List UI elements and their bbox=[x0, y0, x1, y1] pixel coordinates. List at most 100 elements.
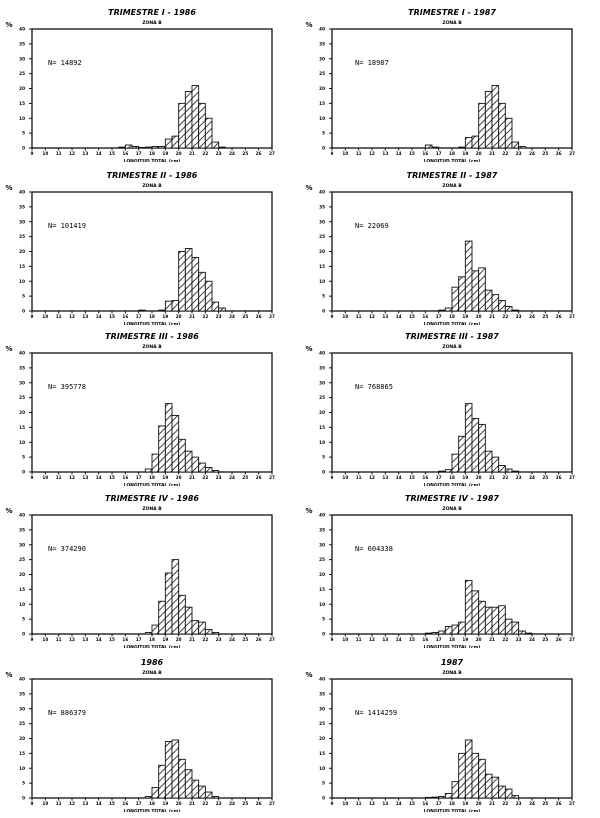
histogram-bar bbox=[198, 462, 206, 473]
y-tick-label: 40 bbox=[319, 351, 325, 356]
x-tick-label: 14 bbox=[96, 475, 102, 480]
y-tick-label: 20 bbox=[19, 410, 25, 415]
histogram-bar bbox=[144, 146, 153, 149]
x-tick-label: 19 bbox=[462, 801, 468, 806]
x-tick-label: 18 bbox=[449, 475, 455, 480]
x-tick-label: 16 bbox=[122, 475, 128, 480]
histogram-bar bbox=[178, 102, 186, 149]
histogram-bar bbox=[518, 146, 526, 149]
y-tick-label: 25 bbox=[19, 557, 25, 562]
plot-frame bbox=[331, 28, 573, 149]
histogram-bar bbox=[511, 795, 520, 799]
histogram-bar bbox=[204, 467, 213, 473]
x-tick-label: 17 bbox=[136, 151, 142, 156]
histogram-bar bbox=[444, 307, 453, 312]
x-tick-label: 9 bbox=[31, 475, 34, 480]
x-tick-label: 19 bbox=[462, 151, 468, 156]
x-tick-label: 27 bbox=[569, 314, 575, 319]
y-tick-label: 15 bbox=[19, 264, 25, 269]
y-tick-label: 20 bbox=[19, 249, 25, 254]
x-tick-label: 19 bbox=[462, 637, 468, 642]
x-tick-label: 20 bbox=[176, 801, 182, 806]
x-tick-label: 24 bbox=[229, 314, 235, 319]
x-tick-label: 20 bbox=[176, 475, 182, 480]
histogram-chart: TRIMESTRE II - 1987 ZONA B% 0 5 10 15 20 25 30 35… bbox=[305, 171, 575, 325]
chart-title: TRIMESTRE IV - 1987 bbox=[405, 494, 499, 503]
chart-subtitle: ZONA B bbox=[442, 20, 462, 26]
x-tick-label: 19 bbox=[162, 637, 168, 642]
histogram-bar bbox=[151, 453, 160, 473]
x-tick-label: 25 bbox=[542, 475, 548, 480]
chart-subtitle: ZONA B bbox=[142, 506, 162, 512]
y-tick-label: 30 bbox=[19, 219, 25, 224]
x-tick-label: 19 bbox=[162, 314, 168, 319]
x-tick-label: 22 bbox=[202, 637, 208, 642]
histogram-bar bbox=[118, 146, 126, 149]
x-tick-label: 23 bbox=[516, 475, 522, 480]
y-tick-label: 30 bbox=[319, 542, 325, 547]
x-tick-label: 16 bbox=[122, 314, 128, 319]
y-tick-label: 5 bbox=[322, 294, 325, 299]
x-tick-label: 15 bbox=[109, 151, 115, 156]
sample-size-label: N= 374290 bbox=[48, 545, 86, 553]
x-tick-label: 14 bbox=[396, 314, 402, 319]
chart-subtitle: ZONA B bbox=[142, 344, 162, 350]
x-tick-label: 25 bbox=[542, 637, 548, 642]
x-tick-label: 26 bbox=[556, 475, 562, 480]
histogram-bar bbox=[218, 146, 226, 149]
histogram-bar bbox=[138, 309, 146, 312]
y-tick-label: 25 bbox=[319, 557, 325, 562]
x-tick-label: 21 bbox=[489, 801, 495, 806]
x-tick-label: 21 bbox=[189, 637, 195, 642]
x-tick-label: 9 bbox=[331, 475, 334, 480]
x-tick-label: 16 bbox=[122, 151, 128, 156]
x-tick-label: 22 bbox=[502, 801, 508, 806]
x-tick-label: 25 bbox=[242, 314, 248, 319]
y-tick-label: 5 bbox=[322, 617, 325, 622]
histogram-bar bbox=[164, 741, 173, 799]
histogram-panel: TRIMESTRE III - 1987 ZONA B% 0 5 10 15 20 25 30 3… bbox=[300, 324, 600, 486]
x-tick-label: 13 bbox=[82, 475, 88, 480]
x-tick-label: 10 bbox=[42, 475, 48, 480]
x-tick-label: 9 bbox=[31, 314, 34, 319]
histogram-bar bbox=[431, 146, 440, 149]
histogram-bar bbox=[491, 456, 500, 473]
x-tick-label: 15 bbox=[109, 801, 115, 806]
histogram-bar bbox=[171, 559, 180, 635]
histogram-bar bbox=[484, 606, 493, 635]
y-tick-label: 0 bbox=[322, 309, 325, 314]
x-tick-label: 11 bbox=[56, 475, 62, 480]
x-tick-label: 23 bbox=[216, 314, 222, 319]
x-tick-label: 17 bbox=[136, 314, 142, 319]
histogram-bar bbox=[191, 256, 200, 312]
x-tick-label: 20 bbox=[176, 151, 182, 156]
plot-frame bbox=[31, 191, 273, 312]
x-tick-label: 23 bbox=[216, 151, 222, 156]
histogram-bar bbox=[484, 450, 493, 473]
x-tick-label: 9 bbox=[31, 637, 34, 642]
chart-title: TRIMESTRE I - 1986 bbox=[108, 8, 196, 17]
x-tick-label: 18 bbox=[449, 314, 455, 319]
x-tick-label: 16 bbox=[422, 637, 428, 642]
x-tick-label: 15 bbox=[109, 314, 115, 319]
histogram-bar bbox=[191, 620, 200, 635]
y-axis-label: % bbox=[5, 345, 12, 353]
y-axis-label: % bbox=[5, 671, 12, 679]
x-tick-label: 21 bbox=[189, 801, 195, 806]
y-tick-label: 20 bbox=[319, 86, 325, 91]
y-tick-label: 15 bbox=[19, 751, 25, 756]
histogram-bar bbox=[124, 144, 133, 149]
histogram-bar bbox=[151, 146, 160, 149]
chart-subtitle: ZONA B bbox=[442, 344, 462, 350]
histogram-bar bbox=[178, 758, 186, 799]
x-tick-label: 26 bbox=[556, 151, 562, 156]
y-tick-label: 10 bbox=[19, 279, 25, 284]
histogram-bar bbox=[451, 781, 460, 799]
y-tick-label: 40 bbox=[19, 351, 25, 356]
histogram-bar bbox=[211, 632, 220, 635]
y-tick-label: 0 bbox=[322, 796, 325, 801]
histogram-bar bbox=[204, 629, 213, 635]
plot-frame bbox=[331, 678, 573, 799]
histogram-bar bbox=[511, 470, 520, 473]
x-tick-label: 25 bbox=[242, 637, 248, 642]
